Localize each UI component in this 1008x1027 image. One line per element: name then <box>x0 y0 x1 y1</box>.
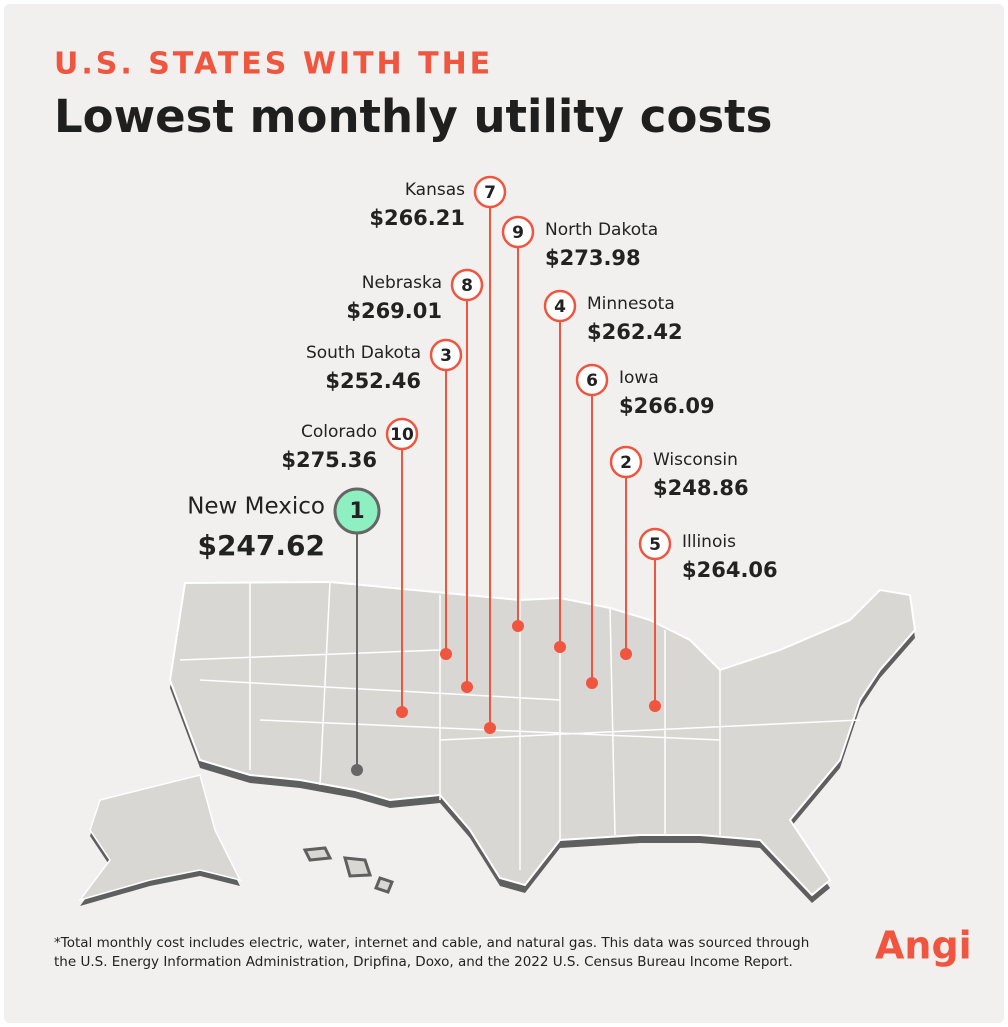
rank: 4 <box>554 297 566 317</box>
state-name: Nebraska <box>362 273 442 293</box>
location-dot <box>620 648 632 660</box>
rank: 10 <box>390 425 414 445</box>
state-cost: $264.06 <box>682 558 778 582</box>
state-cost: $252.46 <box>325 369 421 393</box>
state-name: Illinois <box>682 532 736 552</box>
location-dot <box>554 641 566 653</box>
state-name: Minnesota <box>587 294 675 314</box>
state-name: New Mexico <box>187 494 325 520</box>
state-name: Kansas <box>405 180 465 200</box>
rank: 7 <box>484 183 496 203</box>
location-dot <box>512 620 524 632</box>
rank: 5 <box>649 535 661 555</box>
location-dot <box>396 706 408 718</box>
state-cost: $275.36 <box>281 448 377 472</box>
rank-badge <box>333 487 381 535</box>
state-name: Iowa <box>619 368 659 388</box>
rank-badge <box>543 289 577 323</box>
logo: Angi <box>875 924 972 968</box>
rank-badge <box>609 445 643 479</box>
rank-badge <box>575 363 609 397</box>
title: Lowest monthly utility costs <box>54 90 772 143</box>
rank: 6 <box>586 371 598 391</box>
rank-badge <box>450 268 484 302</box>
rank-badge <box>638 527 672 561</box>
state-cost: $269.01 <box>346 299 442 323</box>
state-cost: $262.42 <box>587 320 683 344</box>
state-name: Colorado <box>301 422 377 442</box>
footnote: the U.S. Energy Information Administrati… <box>54 954 793 970</box>
rank: 9 <box>512 223 524 243</box>
rank-badge <box>429 338 463 372</box>
location-dot <box>440 648 452 660</box>
state-cost: $266.09 <box>619 394 715 418</box>
footnote: *Total monthly cost includes electric, w… <box>54 935 809 951</box>
rank: 1 <box>349 499 364 524</box>
rank: 2 <box>620 453 632 473</box>
location-dot <box>649 700 661 712</box>
state-cost: $266.21 <box>369 206 465 230</box>
state-name: Wisconsin <box>653 450 738 470</box>
state-cost: $247.62 <box>197 529 325 562</box>
state-cost: $248.86 <box>653 476 749 500</box>
location-dot <box>586 677 598 689</box>
state-name: South Dakota <box>306 343 421 363</box>
rank-badge <box>473 175 507 209</box>
alaska <box>78 774 242 902</box>
kicker: U.S. STATES WITH THE <box>54 47 493 82</box>
location-dot <box>351 764 363 776</box>
location-dot <box>461 681 473 693</box>
location-dot <box>484 722 496 734</box>
rank-badge <box>501 215 535 249</box>
rank: 3 <box>440 346 452 366</box>
state-name: North Dakota <box>545 220 658 240</box>
rank: 8 <box>461 276 473 296</box>
rank-badge <box>385 417 419 451</box>
hawaii <box>302 846 394 894</box>
state-cost: $273.98 <box>545 246 641 270</box>
